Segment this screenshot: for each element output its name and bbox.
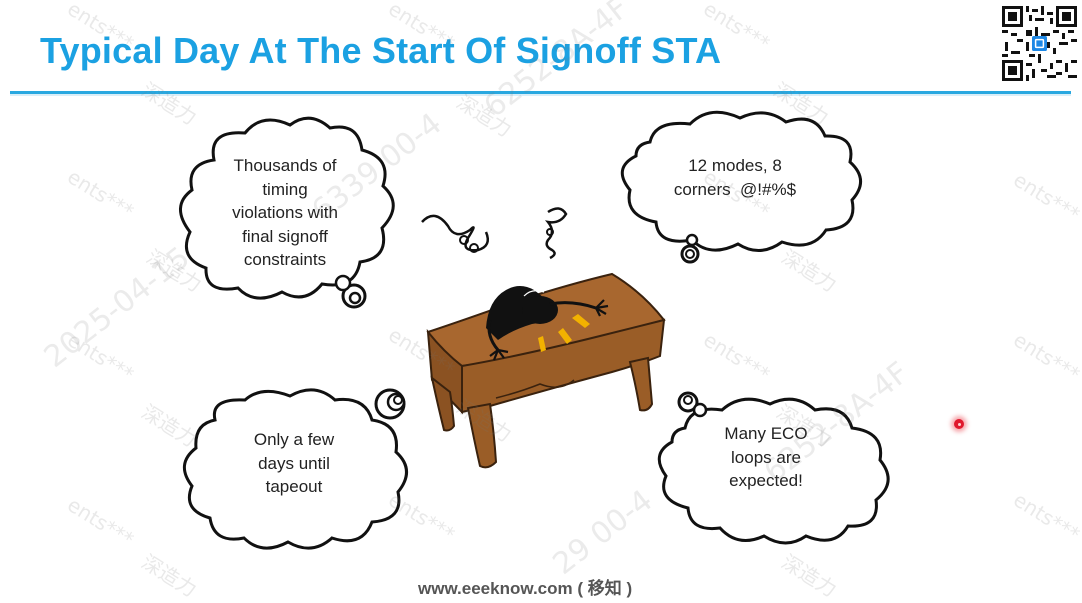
- bubble-line: loops are: [731, 447, 801, 467]
- stress-squiggle-right: [544, 207, 568, 260]
- bubble-line: violations with: [232, 203, 338, 222]
- stress-squiggle-left: [421, 214, 489, 252]
- bubble-line: Only a few: [253, 430, 335, 449]
- bubble-line: timing: [262, 179, 308, 199]
- bubble-line: Many ECO: [724, 424, 808, 443]
- bubble-line: corners @!#%$: [673, 179, 797, 199]
- bubble-text-bottom-right: Many ECO loops are expected!: [702, 422, 830, 493]
- bubble-line: days until: [258, 453, 330, 473]
- bubble-line: tapeout: [265, 477, 323, 496]
- slide-title: Typical Day At The Start Of Signoff STA: [40, 30, 722, 71]
- qr-code-icon: [1002, 6, 1077, 81]
- bubble-line: 12 modes, 8: [688, 156, 782, 175]
- bubble-text-bottom-left: Only a few days until tapeout: [230, 428, 358, 499]
- thought-bubble-top-left: [179, 116, 395, 300]
- bubble-text-top-left: Thousands of timing violations with fina…: [210, 154, 360, 272]
- bubble-line: constraints: [243, 250, 327, 269]
- bubble-line: Thousands of: [233, 156, 337, 175]
- laser-pointer-dot: [954, 419, 964, 429]
- thought-bubble-bottom-right: [657, 397, 890, 545]
- bubble-line: final signoff: [242, 226, 328, 246]
- footer-url: www.eeeknow.com ( 移知 ): [418, 579, 633, 598]
- stressed-person-illustration: [486, 286, 609, 361]
- stress-sparks-illustration: [538, 314, 590, 352]
- thought-bubble-bottom-left: [183, 388, 408, 550]
- title-underline: [10, 91, 1071, 94]
- bubble-text-top-right: 12 modes, 8 corners @!#%$: [650, 154, 820, 201]
- bubble-line: expected!: [729, 471, 803, 490]
- title-underline-shadow: [10, 94, 1071, 96]
- thought-bubble-top-right: [620, 110, 862, 252]
